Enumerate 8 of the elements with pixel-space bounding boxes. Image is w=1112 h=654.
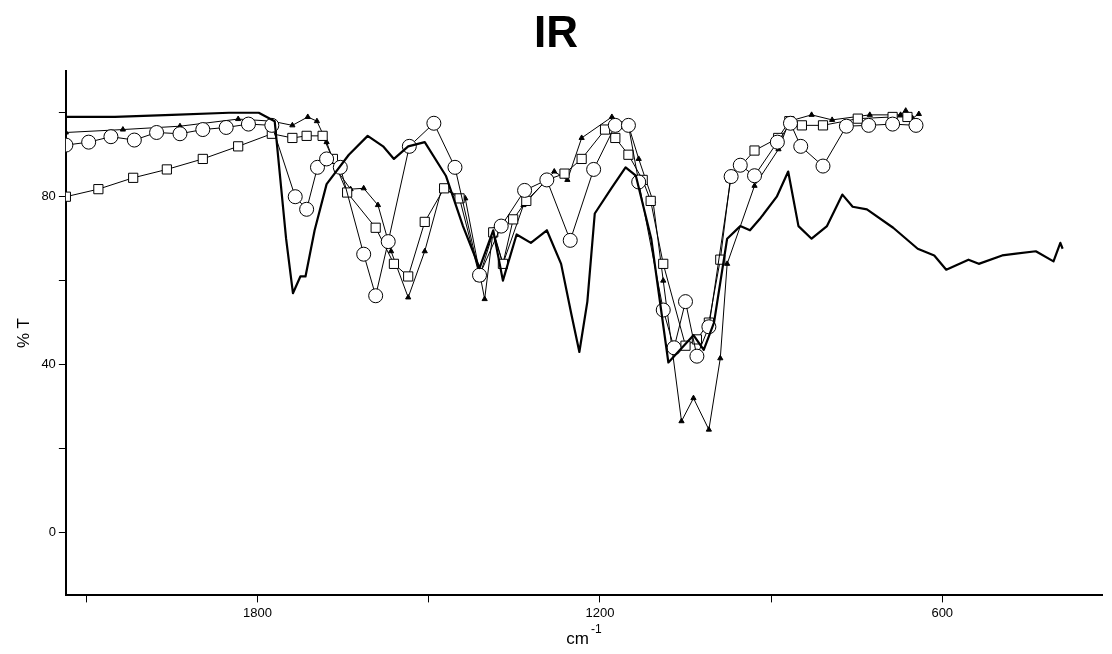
- x-tick-label: 600: [931, 604, 954, 620]
- x-tick-label: 1800: [243, 604, 273, 620]
- x-tick-label: 1200: [585, 604, 615, 620]
- y-tick-label: 0: [48, 524, 56, 540]
- y-axis-title: % T: [13, 318, 33, 349]
- chart-title: IR: [534, 6, 578, 56]
- y-tick-label: 40: [41, 356, 56, 372]
- y-tick-label: 80: [41, 188, 56, 204]
